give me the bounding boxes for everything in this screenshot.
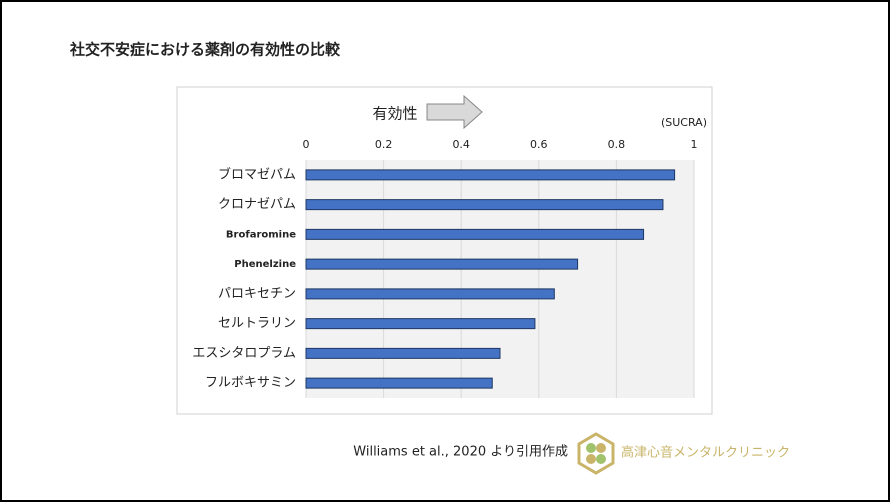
bar xyxy=(305,347,501,359)
logo-text: 高津心音メンタルクリニック xyxy=(621,445,790,461)
bar xyxy=(305,169,676,181)
y-tick-label: エスシタロプラム xyxy=(192,346,296,361)
x-tick-label: 0 xyxy=(303,138,310,151)
y-tick-label: クロナゼパム xyxy=(218,197,296,212)
y-tick-label: フルボキサミン xyxy=(205,376,296,391)
bar xyxy=(305,288,555,300)
bar xyxy=(305,318,536,330)
y-tick-label: Brofaromine xyxy=(226,229,296,240)
bar xyxy=(305,377,493,389)
source: Williams et al., 2020 より引用作成 xyxy=(353,445,568,460)
x-tick-label: 0.6 xyxy=(530,138,548,151)
y-tick-label: セルトラリン xyxy=(218,316,296,331)
y-tick-label: パロキセチン xyxy=(218,286,296,301)
chart-title: 社交不安症における薬剤の有効性の比較 xyxy=(69,41,341,59)
x-tick-label: 0.8 xyxy=(608,138,626,151)
annotation: 有効性 xyxy=(372,105,417,123)
plot-area xyxy=(306,160,694,398)
y-tick-label: Phenelzine xyxy=(234,259,296,270)
bar xyxy=(305,258,579,270)
x-tick-label: 0.2 xyxy=(375,138,393,151)
arrow xyxy=(426,94,483,130)
unit-label: (SUCRA) xyxy=(661,116,707,129)
bar xyxy=(305,199,664,211)
x-tick-label: 0.4 xyxy=(452,138,470,151)
y-tick-label: ブロマゼパム xyxy=(218,166,296,182)
logo xyxy=(577,432,615,475)
x-tick-label: 1 xyxy=(691,138,698,151)
bar xyxy=(305,228,645,240)
